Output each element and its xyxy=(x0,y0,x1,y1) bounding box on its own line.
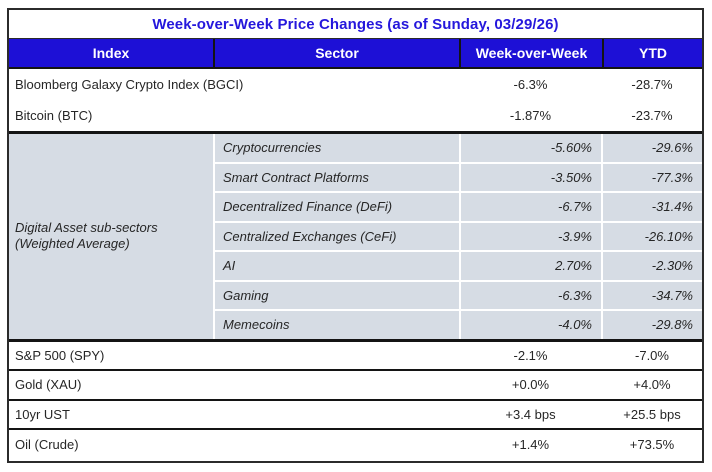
sector-cell: Memecoins xyxy=(215,311,459,339)
ytd-cell: -7.0% xyxy=(635,347,669,363)
table-row: S&P 500 (SPY) -2.1% -7.0% xyxy=(9,341,702,371)
wow-cell: -5.60% xyxy=(461,134,601,162)
wow-cell: +3.4 bps xyxy=(505,406,556,422)
wow-cell: -2.1% xyxy=(513,347,548,363)
sector-cell: Centralized Exchanges (CeFi) xyxy=(215,222,459,250)
ytd-cell: +4.0% xyxy=(633,377,671,393)
index-cell: Bloomberg Galaxy Crypto Index (BGCI) xyxy=(15,77,244,92)
subsector-group-label-line1: Digital Asset sub-sectors xyxy=(15,220,158,235)
wow-cell: -1.87% xyxy=(509,108,552,123)
sector-cell: Smart Contract Platforms xyxy=(215,163,459,191)
ytd-cell: +25.5 bps xyxy=(623,406,681,422)
col-header-ytd: YTD xyxy=(602,39,702,67)
wow-cell: -6.3% xyxy=(461,281,601,309)
wow-cell: -3.50% xyxy=(461,163,601,191)
table-title: Week-over-Week Price Changes (as of Sund… xyxy=(152,15,559,33)
index-cell: Gold (XAU) xyxy=(15,377,82,393)
index-cell: Bitcoin (BTC) xyxy=(15,108,93,123)
wow-cell: 2.70% xyxy=(461,252,601,280)
index-cell: S&P 500 (SPY) xyxy=(15,347,105,363)
index-cell: 10yr UST xyxy=(15,406,70,422)
wow-cell: -6.3% xyxy=(513,77,548,92)
macro-section: S&P 500 (SPY) -2.1% -7.0% Gold (XAU) +0.… xyxy=(9,341,702,460)
crypto-index-section: Bloomberg Galaxy Crypto Index (BGCI) -6.… xyxy=(9,69,702,134)
sector-cell: Gaming xyxy=(215,281,459,309)
subsector-group-label-line2: (Weighted Average) xyxy=(15,236,130,252)
wow-cell: -3.9% xyxy=(461,222,601,250)
index-cell: Oil (Crude) xyxy=(15,437,79,453)
ytd-cell: -26.10% xyxy=(603,222,702,250)
ytd-cell: -31.4% xyxy=(603,193,702,221)
wow-cell: -4.0% xyxy=(461,311,601,339)
wow-cell: +0.0% xyxy=(511,377,550,393)
ytd-cell: -34.7% xyxy=(603,281,702,309)
subsector-group-label: Digital Asset sub-sectors (Weighted Aver… xyxy=(9,134,213,339)
ytd-cell: +73.5% xyxy=(629,437,675,453)
price-change-table: Week-over-Week Price Changes (as of Sund… xyxy=(7,8,704,463)
wow-cell: +1.4% xyxy=(511,437,550,453)
sector-cell: Cryptocurrencies xyxy=(215,134,459,162)
table-row: Gold (XAU) +0.0% +4.0% xyxy=(9,371,702,401)
ytd-cell: -29.6% xyxy=(603,134,702,162)
col-header-index: Index xyxy=(92,45,130,61)
subsector-section: Digital Asset sub-sectors (Weighted Aver… xyxy=(9,134,702,342)
wow-cell: -6.7% xyxy=(461,193,601,221)
ytd-cell: -77.3% xyxy=(603,163,702,191)
ytd-cell: -29.8% xyxy=(603,311,702,339)
sector-cell: AI xyxy=(215,252,459,280)
col-header-sector: Sector xyxy=(213,39,459,67)
ytd-cell: -28.7% xyxy=(631,77,673,92)
sector-cell: Decentralized Finance (DeFi) xyxy=(215,193,459,221)
column-header-row: Index Sector Week-over-Week YTD xyxy=(9,39,702,69)
table-title-row: Week-over-Week Price Changes (as of Sund… xyxy=(9,10,702,39)
table-row: Bloomberg Galaxy Crypto Index (BGCI) -6.… xyxy=(9,69,702,100)
table-row: Bitcoin (BTC) -1.87% -23.7% xyxy=(9,100,702,131)
table-row: 10yr UST +3.4 bps +25.5 bps xyxy=(9,400,702,430)
col-header-wow: Week-over-Week xyxy=(459,39,602,67)
ytd-cell: -2.30% xyxy=(603,252,702,280)
ytd-cell: -23.7% xyxy=(631,108,673,123)
table-row: Oil (Crude) +1.4% +73.5% xyxy=(9,430,702,460)
